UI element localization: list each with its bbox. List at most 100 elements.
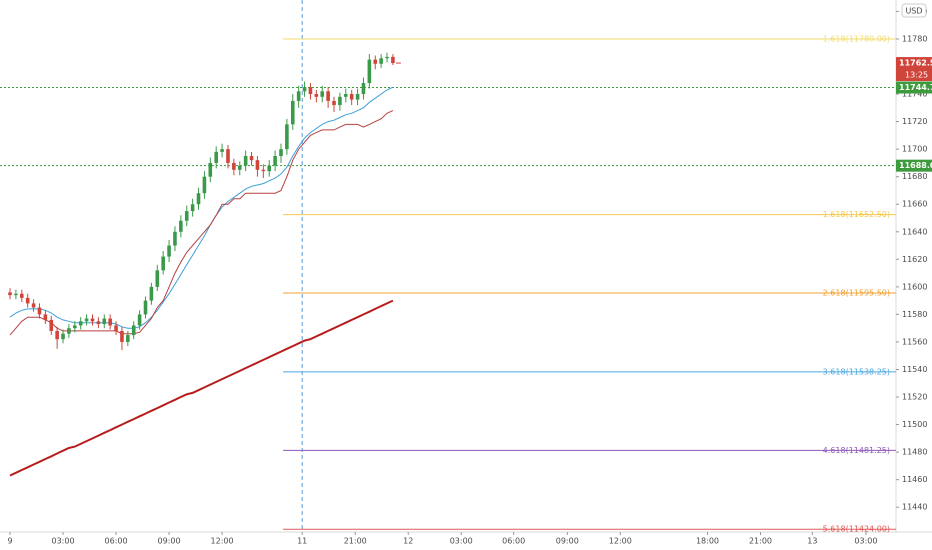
candle-body [78, 321, 83, 326]
candle-body [267, 165, 272, 172]
candle-body [131, 325, 136, 336]
fib-label: 5.618(11424.00) [823, 525, 890, 534]
candle-body [19, 293, 24, 298]
candle-body [255, 160, 260, 170]
candle-body [25, 297, 30, 304]
candle-body [285, 124, 289, 150]
indicator-line [9, 299, 394, 477]
candle-body [367, 59, 372, 84]
x-tick-label: 03:00 [450, 537, 473, 546]
y-tick-label: 11700 [902, 145, 927, 154]
candle-body [184, 211, 189, 221]
candle-body [149, 286, 154, 301]
candle-body [355, 94, 360, 100]
candle-body [326, 91, 330, 101]
candle-body [196, 193, 201, 205]
price-badge-label: 11744.75 [899, 83, 932, 92]
y-tick-label: 11680 [902, 172, 927, 181]
candle-body [43, 314, 48, 320]
candle-body [67, 328, 71, 334]
candle-body [143, 300, 148, 315]
candle-body [190, 204, 195, 212]
fib-label: 3.618(11538.25) [823, 367, 890, 376]
y-tick-label: 11540 [902, 365, 927, 374]
x-tick-label: 12:00 [211, 537, 234, 546]
candle-body [102, 318, 107, 325]
x-tick-label: 21:00 [749, 537, 772, 546]
fib-label: 1.618(11652.50) [823, 210, 890, 219]
x-tick-label: 13 [807, 537, 817, 546]
candle-body [55, 330, 59, 340]
candle-body [120, 330, 124, 342]
candle-body [314, 94, 319, 97]
x-tick-label: 21:00 [344, 537, 367, 546]
y-tick-label: 11500 [902, 420, 927, 429]
candle-body [226, 149, 230, 163]
candle-body [161, 256, 165, 271]
indicator-line [9, 86, 394, 329]
candle-body [14, 293, 18, 296]
x-tick-label: 06:00 [105, 537, 128, 546]
x-tick-label: 06:00 [502, 537, 525, 546]
candle-body [167, 245, 171, 257]
candle-body [208, 162, 213, 177]
candle-body [8, 292, 12, 296]
candle-body [296, 91, 301, 101]
y-tick-label: 11660 [902, 200, 927, 209]
candle-body [49, 319, 54, 331]
indicator-line [9, 110, 394, 336]
candle-body [279, 149, 283, 157]
y-tick-label: 11740 [902, 90, 927, 99]
currency-badge [901, 3, 927, 18]
y-tick-label: 11620 [902, 255, 927, 264]
y-tick-label: 11480 [902, 448, 927, 457]
candle-body [90, 318, 95, 322]
candle-body [155, 270, 160, 287]
candle-body [320, 91, 325, 97]
currency-label: USD [905, 7, 922, 16]
candle-body [379, 58, 383, 64]
y-tick-label: 11560 [902, 337, 927, 346]
candle-body [232, 162, 236, 170]
y-tick-label: 11440 [902, 503, 927, 512]
candle-body [173, 231, 177, 246]
candle-body [31, 303, 36, 308]
x-tick-label: 03:00 [52, 537, 75, 546]
countdown-label: 13:25 [905, 71, 928, 80]
y-tick-label: 11580 [902, 310, 927, 319]
price-badge-label: 11688.00 [899, 161, 932, 170]
candle-body [290, 100, 295, 125]
x-tick-label: 09:00 [556, 537, 579, 546]
candle-body [273, 156, 277, 166]
candle-body [220, 149, 224, 152]
fib-label: 4.618(11481.25) [823, 446, 890, 455]
candle-body [202, 176, 207, 194]
candle-body [349, 94, 354, 100]
x-tick-label: 12:00 [609, 537, 632, 546]
fib-label: 1.618(11780.00) [823, 34, 890, 43]
candle-body [391, 56, 395, 64]
candle-body [243, 156, 248, 166]
candle-body [114, 325, 118, 331]
candle-body [37, 307, 42, 315]
candle-body [214, 151, 218, 163]
x-tick-label: 11 [297, 537, 307, 546]
y-tick-label: 11460 [902, 475, 927, 484]
y-tick-label: 11600 [902, 282, 927, 291]
candle-body [332, 100, 336, 106]
candle-body [361, 83, 366, 95]
candle-body [179, 220, 183, 232]
candle-body [261, 169, 266, 172]
last-price-badge [896, 57, 932, 82]
candle-body [343, 94, 348, 97]
candle-body [96, 321, 101, 325]
fib-label: 2.618(11595.50) [823, 289, 890, 298]
y-tick-label: 11780 [902, 34, 927, 43]
y-tick-label: 11720 [902, 117, 927, 126]
price-badge [896, 81, 932, 94]
candle-body [61, 333, 65, 340]
x-tick-label: 09:00 [158, 537, 181, 546]
candle-body [126, 335, 130, 342]
